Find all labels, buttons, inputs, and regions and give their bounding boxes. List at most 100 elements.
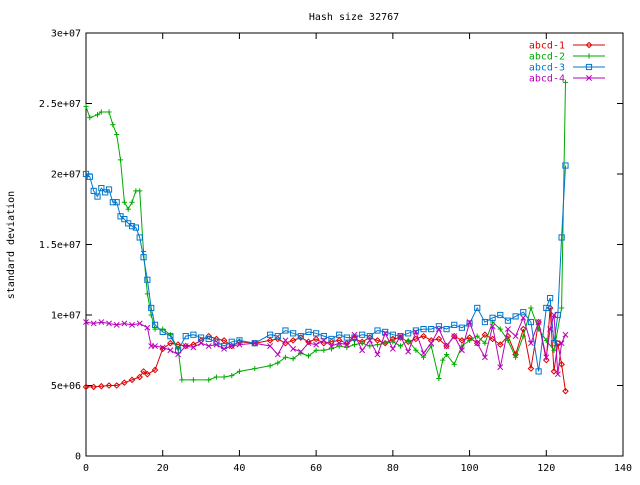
- data-point-abcd-3: [182, 333, 189, 340]
- data-point-abcd-2: [282, 354, 289, 360]
- data-point-abcd-3: [313, 330, 320, 337]
- data-point-abcd-2: [87, 115, 93, 121]
- data-point-abcd-4: [205, 343, 212, 349]
- data-point-abcd-2: [382, 340, 388, 346]
- data-point-abcd-2: [440, 357, 446, 363]
- data-point-abcd-2: [551, 347, 557, 353]
- data-point-abcd-2: [420, 354, 427, 360]
- data-point-abcd-1: [443, 342, 450, 350]
- data-point-abcd-2: [466, 337, 473, 343]
- data-point-abcd-2: [351, 342, 358, 348]
- data-point-abcd-3: [336, 331, 343, 338]
- data-point-abcd-2: [451, 361, 457, 367]
- data-point-abcd-3: [109, 199, 116, 206]
- series-abcd-4: [83, 312, 569, 378]
- legend-label: abcd-1: [529, 41, 565, 52]
- data-point-abcd-3: [290, 330, 297, 337]
- data-point-abcd-4: [90, 320, 97, 327]
- data-point-abcd-1: [105, 382, 113, 389]
- data-point-abcd-1: [128, 376, 136, 384]
- data-point-abcd-3: [151, 321, 159, 328]
- data-point-abcd-3: [366, 333, 373, 340]
- data-point-abcd-3: [520, 309, 527, 316]
- data-point-abcd-3: [428, 326, 435, 333]
- data-point-abcd-1: [113, 382, 120, 389]
- data-point-abcd-3: [132, 224, 139, 231]
- data-point-abcd-2: [367, 343, 373, 349]
- data-point-abcd-4: [251, 340, 258, 347]
- data-point-abcd-4: [466, 319, 473, 326]
- data-point-abcd-2: [129, 199, 135, 205]
- data-point-abcd-2: [190, 377, 196, 383]
- data-point-abcd-4: [512, 333, 519, 340]
- data-point-abcd-1: [297, 334, 305, 341]
- data-point-abcd-1: [435, 335, 443, 343]
- data-point-abcd-3: [420, 326, 427, 333]
- legend-label: abcd-2: [529, 52, 565, 63]
- data-point-abcd-2: [179, 377, 185, 383]
- data-point-abcd-3: [512, 313, 519, 320]
- data-point-abcd-2: [328, 346, 335, 352]
- data-point-abcd-3: [535, 368, 542, 375]
- data-point-abcd-2: [121, 199, 127, 205]
- data-point-abcd-2: [94, 112, 101, 118]
- data-point-abcd-2: [110, 122, 116, 128]
- data-point-abcd-3: [90, 187, 97, 195]
- data-point-abcd-4: [389, 345, 396, 352]
- data-point-abcd-4: [98, 319, 105, 326]
- data-point-abcd-3: [343, 334, 350, 341]
- data-point-abcd-3: [547, 294, 554, 302]
- data-point-abcd-1: [98, 382, 105, 390]
- data-point-abcd-4: [504, 326, 511, 333]
- data-point-abcd-2: [482, 340, 488, 346]
- data-point-abcd-1: [458, 337, 466, 344]
- data-point-abcd-4: [562, 331, 569, 338]
- data-point-abcd-2: [520, 333, 526, 339]
- legend-marker-abcd-4: [586, 75, 592, 81]
- data-point-abcd-3: [481, 318, 489, 326]
- data-point-abcd-3: [128, 223, 136, 230]
- data-point-abcd-3: [550, 340, 558, 347]
- data-point-abcd-1: [182, 342, 190, 350]
- data-point-abcd-4: [83, 319, 89, 326]
- data-point-abcd-4: [412, 328, 419, 335]
- data-point-abcd-4: [297, 348, 304, 355]
- series-abcd-3: [82, 162, 569, 375]
- data-point-abcd-4: [551, 312, 557, 318]
- data-point-abcd-2: [405, 337, 411, 343]
- data-point-abcd-3: [148, 304, 155, 312]
- data-point-abcd-3: [397, 333, 404, 340]
- data-point-abcd-3: [236, 337, 243, 344]
- data-point-abcd-1: [397, 334, 404, 341]
- data-point-abcd-4: [382, 330, 389, 337]
- data-point-abcd-3: [205, 335, 212, 343]
- data-point-abcd-1: [312, 335, 320, 343]
- data-point-abcd-3: [558, 234, 565, 241]
- data-point-abcd-1: [328, 338, 335, 346]
- data-point-abcd-4: [290, 345, 297, 352]
- data-point-abcd-1: [140, 368, 147, 375]
- data-point-abcd-2: [114, 131, 120, 138]
- data-point-abcd-3: [267, 331, 274, 338]
- data-point-abcd-3: [405, 330, 412, 337]
- data-point-abcd-4: [190, 344, 197, 351]
- data-point-abcd-4: [236, 341, 243, 348]
- data-point-abcd-3: [543, 304, 550, 312]
- data-point-abcd-2: [397, 343, 404, 349]
- data-point-abcd-2: [528, 305, 534, 311]
- data-point-abcd-1: [136, 373, 144, 381]
- data-point-abcd-2: [290, 356, 296, 362]
- data-point-abcd-1: [90, 383, 97, 391]
- series-line-abcd-3: [85, 165, 566, 372]
- data-point-abcd-2: [313, 347, 319, 353]
- data-point-abcd-3: [197, 334, 205, 341]
- data-point-abcd-4: [420, 350, 427, 357]
- data-point-abcd-4: [305, 340, 312, 347]
- data-point-abcd-4: [228, 343, 235, 349]
- data-point-abcd-2: [137, 188, 143, 194]
- data-point-abcd-4: [267, 343, 274, 349]
- data-point-abcd-4: [535, 319, 542, 326]
- x-tick-label: 0: [83, 463, 89, 474]
